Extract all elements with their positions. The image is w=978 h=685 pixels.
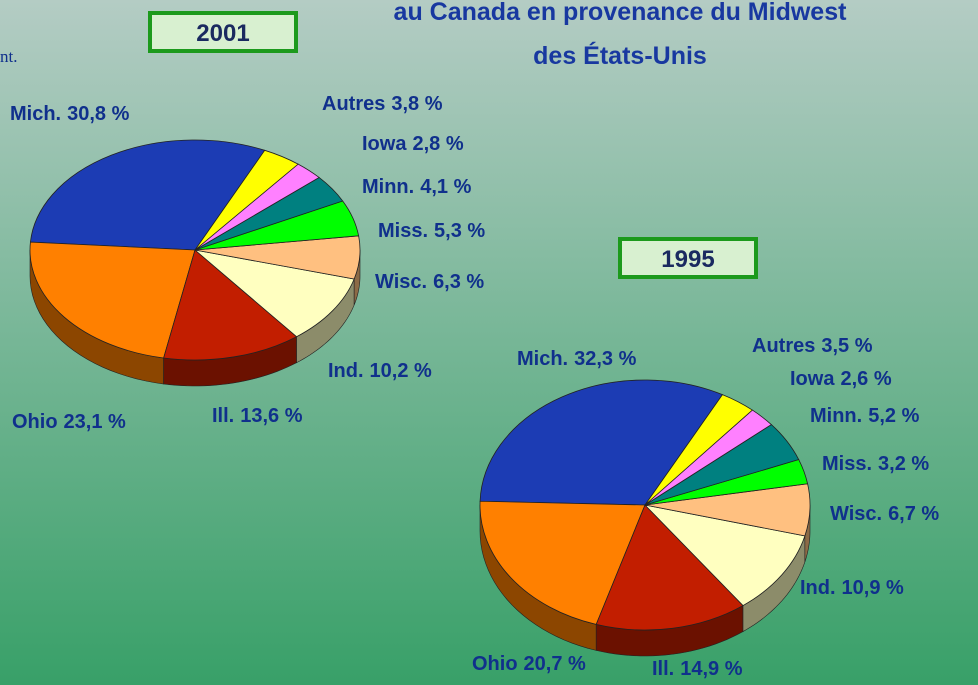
category-label: Minn. bbox=[810, 405, 862, 427]
slice-label: Iowa 2,6 % bbox=[790, 368, 892, 390]
pie-slice bbox=[479, 500, 646, 625]
category-label: Ill. bbox=[212, 405, 234, 427]
pie-slice bbox=[194, 149, 299, 251]
category-label: Miss. bbox=[822, 453, 872, 475]
category-label: Iowa bbox=[362, 133, 407, 155]
slice-label: Ill. 14,9 % bbox=[652, 658, 743, 680]
value-label: 30,8 % bbox=[67, 103, 129, 125]
value-label: 3,8 % bbox=[391, 93, 442, 115]
slice-label: Ind. 10,9 % bbox=[800, 577, 904, 599]
slice-label: Wisc. 6,7 % bbox=[830, 503, 939, 525]
value-label: 2,8 % bbox=[412, 133, 463, 155]
value-label: 2,6 % bbox=[840, 368, 891, 390]
slice-label: Autres 3,8 % bbox=[322, 93, 443, 115]
year-box bbox=[618, 237, 758, 279]
category-label: Ind. bbox=[328, 360, 364, 382]
value-label: 14,9 % bbox=[680, 658, 742, 680]
title-line: au Canada en provenance du Midwest bbox=[394, 0, 848, 26]
slice-label: Minn. 4,1 % bbox=[362, 176, 472, 198]
pie-slice bbox=[29, 139, 266, 251]
category-label: Mich. bbox=[517, 348, 568, 370]
category-label: Iowa bbox=[790, 368, 835, 390]
slice-label: Ill. 13,6 % bbox=[212, 405, 303, 427]
value-label: 6,3 % bbox=[433, 271, 484, 293]
category-label: Wisc. bbox=[830, 503, 882, 525]
value-label: 10,9 % bbox=[842, 577, 904, 599]
value-label: 3,5 % bbox=[821, 335, 872, 357]
category-label: Autres bbox=[752, 335, 815, 357]
pie-slice bbox=[644, 394, 754, 506]
value-label: 13,6 % bbox=[240, 405, 302, 427]
slice-label: Mich. 30,8 % bbox=[10, 103, 130, 125]
pie bbox=[29, 139, 361, 387]
pie-slice bbox=[193, 249, 355, 338]
slice-label: Minn. 5,2 % bbox=[810, 405, 920, 427]
value-label: 3,2 % bbox=[878, 453, 929, 475]
category-label: Miss. bbox=[378, 220, 428, 242]
slice-label: Ohio 20,7 % bbox=[472, 653, 586, 675]
slice-label: Miss. 3,2 % bbox=[822, 453, 929, 475]
category-label: Ind. bbox=[800, 577, 836, 599]
pie-slice bbox=[595, 504, 744, 631]
category-label: Wisc. bbox=[375, 271, 427, 293]
value-label: 10,2 % bbox=[370, 360, 432, 382]
category-label: Ohio bbox=[472, 653, 518, 675]
value-label: 6,7 % bbox=[888, 503, 939, 525]
value-label: 5,3 % bbox=[434, 220, 485, 242]
pie-slice bbox=[479, 379, 724, 506]
slice-label: Ind. 10,2 % bbox=[328, 360, 432, 382]
category-label: Autres bbox=[322, 93, 385, 115]
slice-label: Mich. 32,3 % bbox=[517, 348, 637, 370]
category-label: Ohio bbox=[12, 411, 58, 433]
year-label: 2001 bbox=[196, 20, 249, 47]
slice-label: Autres 3,5 % bbox=[752, 335, 873, 357]
slice-label: Iowa 2,8 % bbox=[362, 133, 464, 155]
pie bbox=[479, 379, 811, 657]
pie-slice bbox=[163, 249, 298, 361]
pie-slice bbox=[643, 504, 806, 607]
category-label: Minn. bbox=[362, 176, 414, 198]
value-label: 20,7 % bbox=[524, 653, 586, 675]
category-label: Ill. bbox=[652, 658, 674, 680]
text-fragment: nt. bbox=[0, 47, 17, 66]
year-label: 1995 bbox=[661, 246, 714, 273]
slice-label: Wisc. 6,3 % bbox=[375, 271, 484, 293]
value-label: 32,3 % bbox=[574, 348, 636, 370]
category-label: Mich. bbox=[10, 103, 61, 125]
value-label: 23,1 % bbox=[64, 411, 126, 433]
slice-label: Ohio 23,1 % bbox=[12, 411, 126, 433]
slice-label: Miss. 5,3 % bbox=[378, 220, 485, 242]
pie-slice bbox=[29, 241, 196, 359]
value-label: 4,1 % bbox=[420, 176, 471, 198]
year-box bbox=[148, 11, 298, 53]
title-line: des États-Unis bbox=[533, 41, 707, 70]
value-label: 5,2 % bbox=[868, 405, 919, 427]
